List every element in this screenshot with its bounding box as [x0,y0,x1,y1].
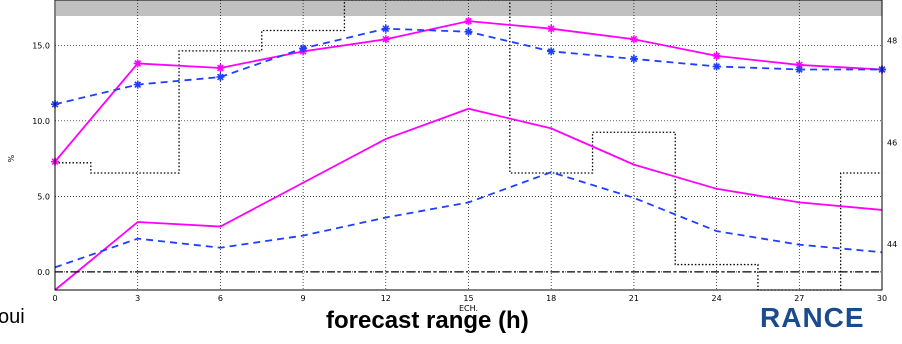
marker-stroke [217,73,224,81]
top-banner [56,0,882,16]
x-tick-label: 6 [218,294,223,303]
x-tick-label: 15 [463,294,473,303]
x-tick-label: 0 [52,294,57,303]
series-point [795,65,804,74]
marker-stroke [134,60,142,67]
step-series [55,0,882,291]
x-tick-label: 21 [629,294,639,303]
marker-stroke [547,25,555,33]
tick-labels: 0 3 6 9 12 15 18 21 24 27 30 0.0 5.0 10.0 15.0 44 46 48 [32,37,897,303]
series-point [133,59,142,68]
marker-stroke [217,64,224,72]
grid [55,0,882,290]
marker-stroke [713,52,720,60]
series-point [629,54,638,63]
plot-frame [54,0,883,291]
x-tick-label: 27 [794,294,804,303]
x-tick-label: 12 [381,294,391,303]
step-line [55,0,882,291]
marker-stroke [134,81,142,88]
y-tick-label: 5.0 [37,192,50,201]
x-tick-label: 9 [301,294,306,303]
marker-stroke [713,63,720,70]
y-tick-label: 10.0 [32,117,50,126]
series-line-magenta-solid [54,107,883,291]
series-point [464,17,473,26]
marker-stroke [382,35,390,43]
y-axis-label: % [7,154,16,162]
series-point [299,44,308,53]
x-tick-label: 24 [712,294,722,303]
marker-stroke [465,17,472,25]
series-point [381,35,390,44]
series-point [216,73,225,82]
x-tick-label: 18 [546,294,556,303]
marker-stroke [630,35,638,43]
marker-stroke [630,55,638,63]
x-tick-label: 3 [135,294,140,303]
x-tick-label: 30 [877,294,887,303]
caption: forecast range (h) [326,307,529,334]
series-line-blue-dashed [54,171,883,269]
marker-stroke [465,28,472,36]
series-point [216,63,225,72]
series-point [547,47,556,56]
y2-tick-label: 48 [887,37,897,46]
marker-stroke [795,66,803,73]
y-tick-label: 15.0 [32,41,50,50]
marker-stroke [547,47,555,55]
series-point [712,62,721,71]
series-point [629,35,638,44]
series-point [464,27,473,36]
left-text-fragment: oui [0,306,25,328]
series-point [712,51,721,60]
marker-stroke [299,44,307,52]
series-point [547,24,556,33]
y2-tick-label: 44 [887,240,897,249]
marker-stroke [382,25,390,33]
series-point [381,24,390,33]
y-tick-label: 0.0 [37,268,50,277]
series-point [133,80,142,89]
y2-tick-label: 46 [887,138,897,147]
x-axis-label: ECH. [459,304,478,313]
logo-fragment: RANCE [760,302,865,333]
